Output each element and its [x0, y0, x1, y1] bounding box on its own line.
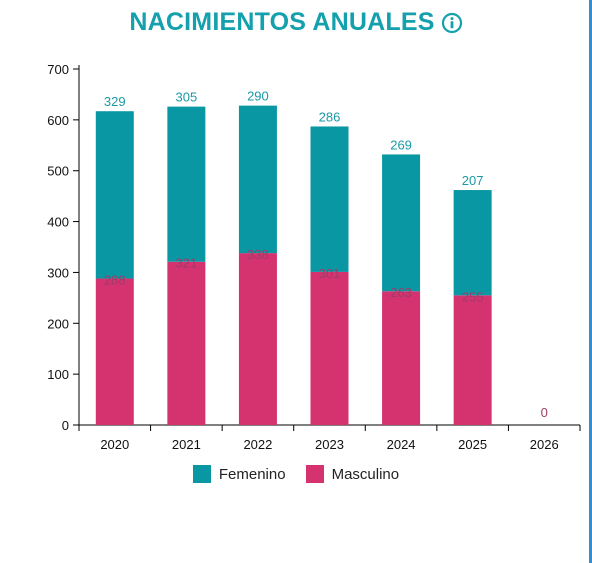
data-label-femenino: 286 — [319, 109, 341, 124]
bar-masculino — [310, 271, 349, 425]
bar-masculino — [95, 278, 134, 425]
bar-femenino — [167, 106, 206, 262]
bar-femenino — [238, 105, 277, 254]
bar-femenino — [453, 190, 492, 296]
x-tick-label: 2022 — [243, 437, 272, 452]
legend-item-femenino[interactable]: Femenino — [192, 465, 286, 483]
data-label-masculino: 321 — [176, 256, 198, 271]
y-tick-label: 500 — [47, 164, 69, 179]
bar-masculino — [167, 261, 206, 425]
legend: Femenino Masculino — [0, 465, 592, 483]
bar-masculino — [453, 295, 492, 425]
legend-label-femenino: Femenino — [218, 465, 286, 483]
data-label-femenino: 269 — [390, 137, 412, 152]
x-tick-label: 2021 — [172, 437, 201, 452]
x-tick-label: 2025 — [458, 437, 487, 452]
x-tick-label: 2020 — [100, 437, 129, 452]
x-tick-label: 2023 — [315, 437, 344, 452]
y-tick-label: 100 — [47, 367, 69, 382]
data-label-masculino: 288 — [104, 273, 126, 288]
info-icon[interactable] — [441, 12, 463, 34]
bar-masculino — [238, 253, 277, 425]
data-label-masculino: 263 — [390, 285, 412, 300]
data-label-femenino: 329 — [104, 94, 126, 109]
bar-femenino — [310, 126, 349, 272]
bar-masculino — [382, 291, 421, 425]
y-tick-label: 600 — [47, 113, 69, 128]
data-label-masculino: 301 — [319, 266, 341, 281]
data-label-masculino: 338 — [247, 247, 269, 262]
chart-header: NACIMIENTOS ANUALES — [0, 8, 592, 37]
legend-item-masculino[interactable]: Masculino — [305, 465, 400, 483]
x-tick-label: 2024 — [387, 437, 416, 452]
data-label-masculino: 255 — [462, 289, 484, 304]
legend-swatch-masculino — [305, 465, 324, 483]
chart-title: NACIMIENTOS ANUALES — [129, 8, 435, 36]
data-label-femenino: 305 — [176, 90, 198, 105]
data-label-femenino: 290 — [247, 89, 269, 104]
y-tick-label: 300 — [47, 265, 69, 280]
y-tick-label: 200 — [47, 316, 69, 331]
data-label-femenino: 207 — [462, 173, 484, 188]
x-tick-label: 2026 — [530, 437, 559, 452]
panel-frame-edge — [589, 0, 592, 563]
bar-femenino — [382, 154, 421, 292]
bar-femenino — [95, 111, 134, 279]
y-tick-label: 400 — [47, 215, 69, 230]
y-tick-label: 0 — [62, 418, 69, 433]
data-label-total: 0 — [541, 405, 548, 420]
y-tick-label: 700 — [47, 62, 69, 77]
legend-swatch-femenino — [192, 465, 211, 483]
legend-label-masculino: Masculino — [331, 465, 400, 483]
